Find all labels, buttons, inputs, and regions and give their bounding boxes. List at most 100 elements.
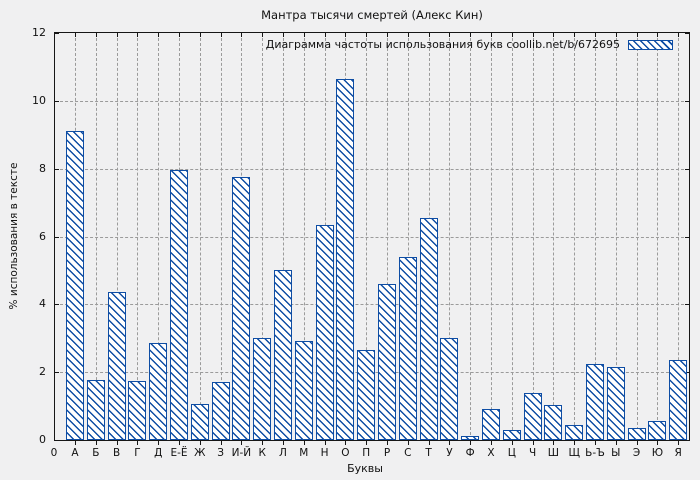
x-tick — [241, 441, 243, 445]
x-tick — [262, 441, 264, 445]
bar-Г — [128, 380, 147, 440]
x-tick — [491, 441, 492, 445]
bar-Р — [378, 283, 396, 440]
v-gridline — [387, 33, 388, 440]
legend-label: Диаграмма частоты использования букв coo… — [265, 38, 620, 51]
v-gridline — [262, 33, 264, 440]
x-tick-label: В — [112, 447, 121, 459]
x-tick-mirror — [283, 33, 284, 37]
y-tick-label: 6 — [39, 229, 46, 243]
x-tick — [179, 441, 180, 445]
x-tick-mirror — [511, 33, 513, 37]
x-tick-label: Щ — [568, 447, 580, 459]
x-tick-mirror — [532, 33, 534, 37]
bar-Я — [669, 359, 688, 440]
y-tick-label: 0 — [39, 433, 46, 446]
v-gridline — [615, 33, 617, 440]
y-tick-mirror — [685, 236, 689, 238]
x-tick-label: Я — [674, 447, 682, 459]
x-tick-label: Л — [279, 447, 287, 459]
bar-Ж — [190, 403, 209, 440]
legend-hatched-bar-swatch — [628, 39, 673, 50]
x-tick-mirror — [75, 33, 76, 37]
x-tick-label: Н — [320, 447, 329, 459]
bar-И-Й — [232, 177, 251, 440]
x-tick-label: А — [71, 447, 79, 459]
x-tick-mirror — [324, 33, 326, 37]
x-tick-mirror — [491, 33, 492, 37]
x-tick-mirror — [428, 33, 430, 37]
v-gridline — [553, 33, 555, 440]
x-tick-mirror — [137, 33, 139, 37]
bar-Л — [274, 269, 292, 440]
v-gridline — [303, 33, 305, 440]
x-tick — [324, 441, 326, 445]
x-tick-mirror — [262, 33, 264, 37]
x-tick — [615, 441, 617, 445]
h-gridline — [55, 236, 689, 238]
x-tick — [366, 441, 368, 445]
v-gridline — [636, 33, 638, 440]
x-tick — [137, 441, 139, 445]
x-tick-mirror — [574, 33, 576, 37]
y-tick-mirror — [685, 100, 689, 102]
x-tick-mirror — [407, 33, 409, 37]
x-tick-label: С — [404, 447, 412, 459]
bar-В — [107, 292, 126, 440]
x-tick-mirror — [553, 33, 555, 37]
bar-З — [211, 382, 230, 440]
legend: Диаграмма частоты использования букв coo… — [266, 38, 673, 51]
x-tick-label: Ы — [611, 447, 621, 459]
bar-Н — [315, 224, 334, 440]
y-tick — [55, 372, 59, 374]
x-tick — [283, 441, 284, 445]
y-tick — [55, 168, 59, 170]
x-tick — [158, 441, 160, 445]
v-gridline — [366, 33, 368, 440]
v-gridline — [137, 33, 139, 440]
x-tick — [75, 441, 76, 445]
y-tick — [55, 236, 59, 238]
x-tick-mirror — [179, 33, 180, 37]
v-gridline — [491, 33, 492, 440]
y-tick-label: 4 — [39, 297, 46, 311]
x-tick-mirror — [678, 33, 680, 37]
x-tick — [470, 441, 472, 445]
v-gridline — [657, 33, 659, 440]
x-tick-mirror — [241, 33, 243, 37]
bar-Т — [419, 217, 438, 440]
x-tick-label: Ш — [547, 447, 559, 459]
y-tick-mirror — [685, 168, 689, 170]
chart-title: Мантра тысячи смертей (Алекс Кин) — [261, 8, 483, 22]
x-tick — [511, 441, 513, 445]
x-tick-label: М — [299, 447, 309, 459]
bar-Ц — [502, 429, 521, 440]
x-tick — [678, 441, 680, 445]
x-tick-label-origin: 0 — [50, 447, 58, 459]
x-tick-mirror — [470, 33, 472, 37]
y-tick-label: 2 — [39, 365, 46, 379]
bar-Ь-Ъ — [586, 364, 604, 440]
h-gridline — [55, 168, 689, 170]
bar-Ы — [606, 366, 625, 440]
y-tick — [55, 304, 59, 306]
x-tick-mirror — [449, 33, 451, 37]
x-tick — [449, 441, 451, 445]
bar-П — [357, 350, 376, 440]
bar-М — [294, 341, 313, 440]
x-tick — [116, 441, 118, 445]
x-tick — [636, 441, 638, 445]
x-tick — [595, 441, 596, 445]
x-tick — [199, 441, 201, 445]
bar-Е-Ё — [170, 170, 188, 440]
bar-Э — [627, 428, 646, 440]
x-tick-mirror — [366, 33, 368, 37]
x-tick — [345, 441, 347, 445]
x-tick-label: О — [341, 447, 350, 459]
x-tick — [553, 441, 555, 445]
v-gridline — [511, 33, 513, 440]
x-tick — [407, 441, 409, 445]
x-tick — [574, 441, 576, 445]
x-tick — [220, 441, 222, 445]
v-gridline — [95, 33, 97, 440]
